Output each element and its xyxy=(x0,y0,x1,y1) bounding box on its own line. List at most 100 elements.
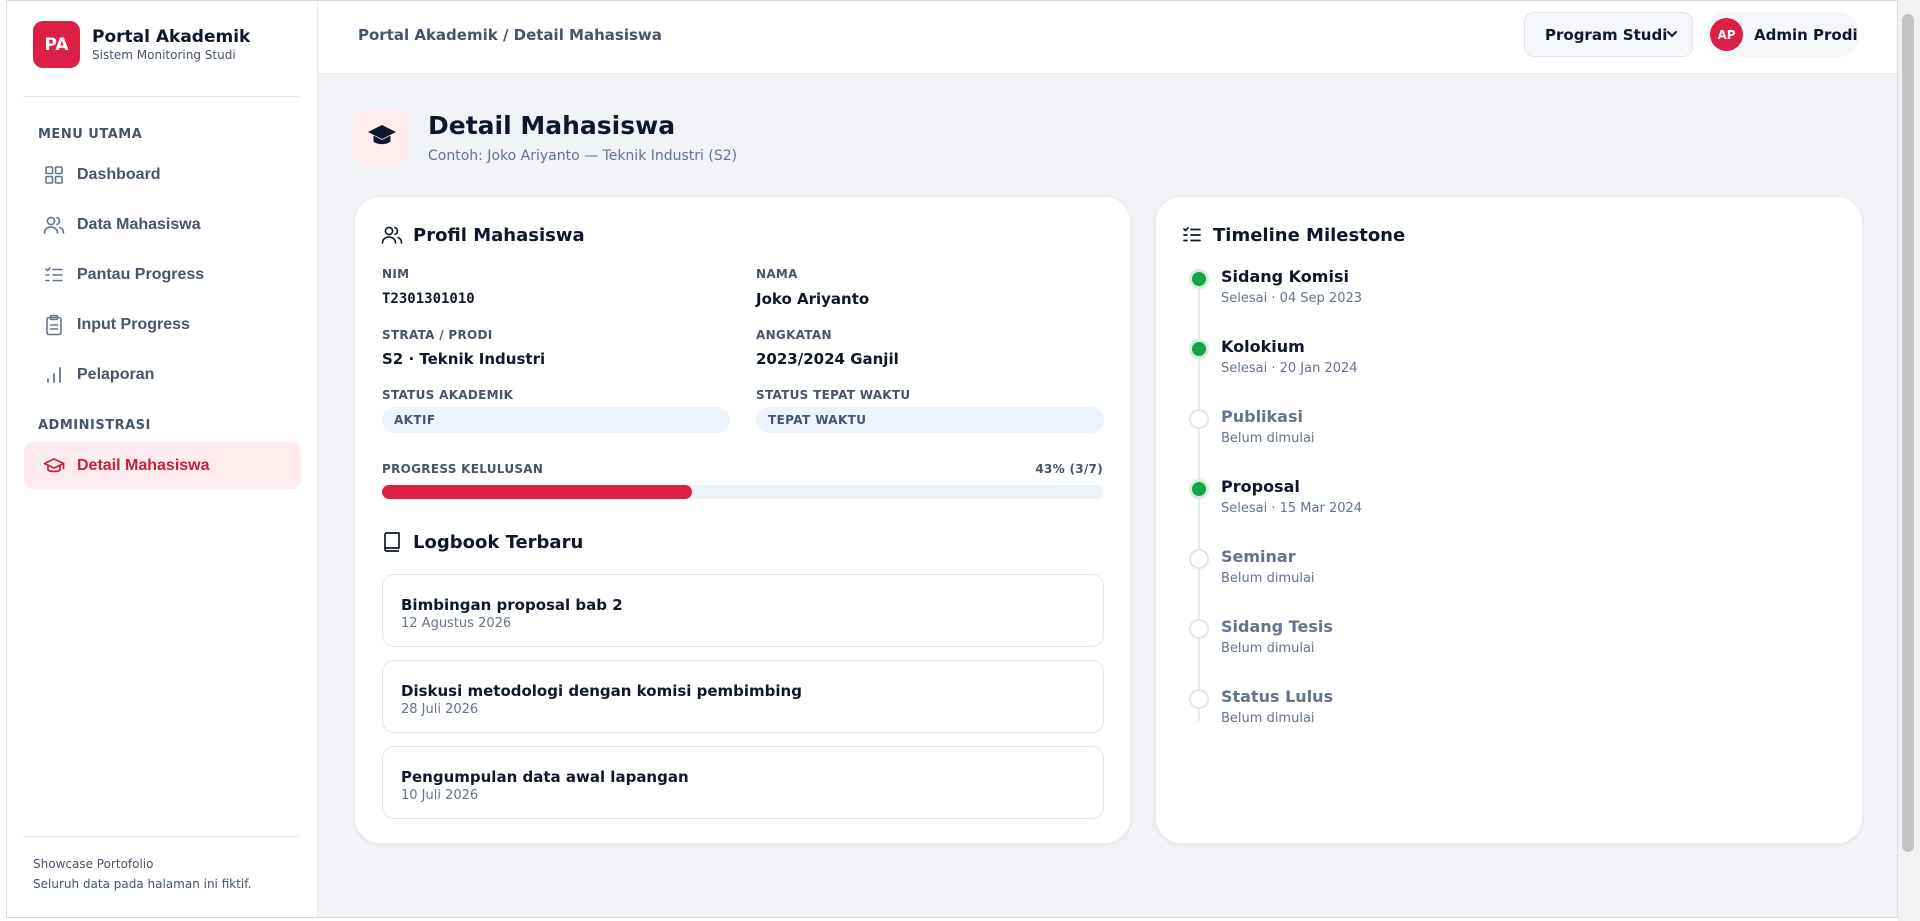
scrollbar-thumb[interactable] xyxy=(1902,14,1914,852)
breadcrumb: Portal Akademik / Detail Mahasiswa xyxy=(358,26,662,44)
brand[interactable]: PA Portal Akademik Sistem Monitoring Stu… xyxy=(33,21,250,68)
timeline-dot-done xyxy=(1189,339,1209,359)
clipboard-icon xyxy=(42,313,66,337)
logbook-item-date: 12 Agustus 2026 xyxy=(401,616,512,631)
grid-icon xyxy=(42,163,66,187)
nim-value: T2301301010 xyxy=(382,291,475,307)
timeline-item-title: Publikasi xyxy=(1221,407,1303,426)
angkatan-value: 2023/2024 Ganjil xyxy=(756,350,899,368)
program-studi-select[interactable]: Program Studi xyxy=(1524,12,1693,57)
sidebar-item-pantau-progress[interactable]: Pantau Progress xyxy=(24,251,301,298)
page-scrollbar[interactable] xyxy=(1898,0,1920,921)
timeline-item-status: Selesai · 15 Mar 2024 xyxy=(1221,501,1363,516)
timeline-dot-pending xyxy=(1189,409,1209,429)
timeline-item-status: Selesai · 04 Sep 2023 xyxy=(1221,291,1363,306)
timeline-dot-done xyxy=(1189,479,1209,499)
timeline-item-status: Belum dimulai xyxy=(1221,711,1315,726)
timeline-card-heading: Timeline Milestone xyxy=(1181,224,1405,246)
app-frame: PA Portal Akademik Sistem Monitoring Stu… xyxy=(6,0,1898,918)
sidebar-item-pelaporan[interactable]: Pelaporan xyxy=(24,351,301,398)
sidebar-item-label: Input Progress xyxy=(77,315,190,333)
sidebar-footer: Showcase Portofolio Seluruh data pada ha… xyxy=(33,854,251,894)
timeline-line xyxy=(1198,279,1200,721)
timeline-item-title: Seminar xyxy=(1221,547,1296,566)
logbook-item[interactable]: Diskusi metodologi dengan komisi pembimb… xyxy=(382,660,1104,733)
timeline-item-title: Sidang Tesis xyxy=(1221,617,1333,636)
brand-title: Portal Akademik xyxy=(92,26,251,47)
sidebar-item-input-progress[interactable]: Input Progress xyxy=(24,301,301,348)
status-akademik-label: STATUS AKADEMIK xyxy=(382,388,514,402)
progress-text: 43% (3/7) xyxy=(1035,462,1103,476)
logbook-item[interactable]: Bimbingan proposal bab 2 12 Agustus 2026 xyxy=(382,574,1104,647)
nama-value: Joko Ariyanto xyxy=(756,290,870,308)
timeline-item-status: Selesai · 20 Jan 2024 xyxy=(1221,361,1358,376)
progress-bar xyxy=(382,485,1104,499)
sidebar-item-label: Detail Mahasiswa xyxy=(77,456,210,474)
sidebar-item-dashboard[interactable]: Dashboard xyxy=(24,151,301,198)
sidebar-divider xyxy=(23,96,299,97)
list-check-icon xyxy=(42,263,66,287)
top-header: Portal Akademik / Detail Mahasiswa Progr… xyxy=(318,1,1897,74)
graduation-cap-icon xyxy=(42,454,66,478)
logbook-item-title: Bimbingan proposal bab 2 xyxy=(401,596,623,614)
sidebar-section-main: MENU UTAMA xyxy=(38,127,143,142)
footer-line-2: Seluruh data pada halaman ini fiktif. xyxy=(33,877,252,891)
logbook-item-date: 28 Juli 2026 xyxy=(401,702,479,717)
chevron-down-icon xyxy=(1664,26,1680,46)
nim-label: NIM xyxy=(382,267,410,281)
sidebar-item-detail-mahasiswa[interactable]: Detail Mahasiswa xyxy=(24,442,301,489)
timeline-dot-pending xyxy=(1189,549,1209,569)
timeline-item-title: Kolokium xyxy=(1221,337,1305,356)
logbook-item-title: Pengumpulan data awal lapangan xyxy=(401,768,689,786)
sidebar-item-label: Pantau Progress xyxy=(77,265,205,283)
graduation-cap-icon xyxy=(367,123,397,153)
timeline-item-title: Status Lulus xyxy=(1221,687,1334,706)
sidebar-item-label: Dashboard xyxy=(77,165,161,183)
card-heading-text: Timeline Milestone xyxy=(1213,224,1406,246)
logbook-item-title: Diskusi metodologi dengan komisi pembimb… xyxy=(401,682,802,700)
user-name: Admin Prodi xyxy=(1754,25,1858,44)
status-tepat-badge: TEPAT WAKTU xyxy=(756,407,1104,433)
sidebar: PA Portal Akademik Sistem Monitoring Stu… xyxy=(7,1,318,917)
profile-card: Profil Mahasiswa NIM T2301301010 NAMA Jo… xyxy=(354,196,1131,844)
bar-chart-icon xyxy=(42,363,66,387)
user-menu[interactable]: AP Admin Prodi xyxy=(1706,12,1859,57)
status-akademik-badge: AKTIF xyxy=(382,407,730,433)
avatar: AP xyxy=(1710,18,1743,51)
page-subtitle: Contoh: Joko Ariyanto — Teknik Industri … xyxy=(428,148,738,164)
card-heading-text: Logbook Terbaru xyxy=(413,531,584,553)
footer-line-1: Showcase Portofolio xyxy=(33,857,154,871)
users-icon xyxy=(42,213,66,237)
progress-fill xyxy=(382,485,693,499)
timeline-item-title: Proposal xyxy=(1221,477,1300,496)
sidebar-footer-divider xyxy=(23,836,299,837)
timeline-dot-done xyxy=(1189,269,1209,289)
page-title: Detail Mahasiswa xyxy=(428,111,676,140)
list-check-icon xyxy=(1181,224,1203,246)
logbook-item-date: 10 Juli 2026 xyxy=(401,788,479,803)
sidebar-item-label: Pelaporan xyxy=(77,365,155,383)
timeline-card: Timeline Milestone xyxy=(1155,196,1863,844)
timeline-dot-pending xyxy=(1189,689,1209,709)
page-title-icon xyxy=(353,109,410,166)
logbook-heading: Logbook Terbaru xyxy=(381,531,583,553)
timeline-item-title: Sidang Komisi xyxy=(1221,267,1349,286)
book-icon xyxy=(381,531,403,553)
brand-subtitle: Sistem Monitoring Studi xyxy=(92,47,236,62)
card-heading-text: Profil Mahasiswa xyxy=(413,224,585,246)
sidebar-section-admin: ADMINISTRASI xyxy=(38,418,151,433)
users-icon xyxy=(381,224,403,246)
strata-value: S2 · Teknik Industri xyxy=(382,350,546,368)
nama-label: NAMA xyxy=(756,267,798,281)
status-tepat-label: STATUS TEPAT WAKTU xyxy=(756,388,911,402)
logbook-item[interactable]: Pengumpulan data awal lapangan 10 Juli 2… xyxy=(382,746,1104,819)
angkatan-label: ANGKATAN xyxy=(756,328,832,342)
timeline-dot-pending xyxy=(1189,619,1209,639)
progress-label: PROGRESS KELULUSAN xyxy=(382,462,544,476)
timeline-item-status: Belum dimulai xyxy=(1221,431,1315,446)
sidebar-item-data-mahasiswa[interactable]: Data Mahasiswa xyxy=(24,201,301,248)
brand-logo: PA xyxy=(33,21,80,68)
sidebar-item-label: Data Mahasiswa xyxy=(77,215,201,233)
profile-card-heading: Profil Mahasiswa xyxy=(381,224,585,246)
select-value: Program Studi xyxy=(1545,25,1668,44)
